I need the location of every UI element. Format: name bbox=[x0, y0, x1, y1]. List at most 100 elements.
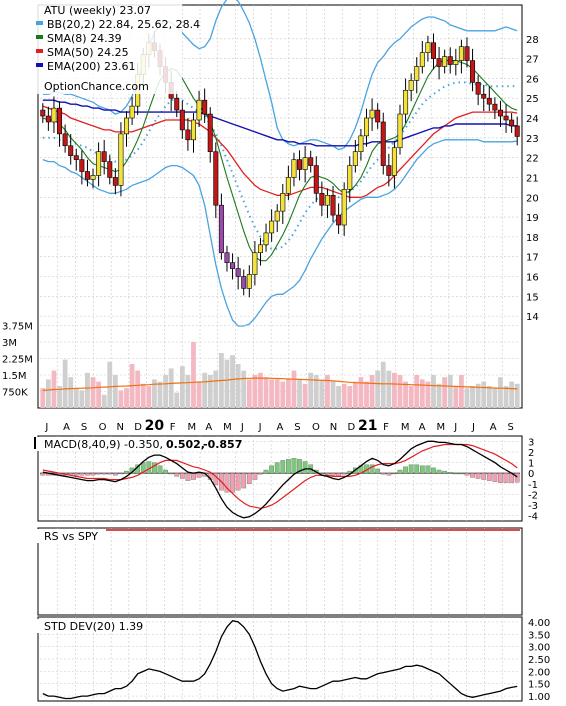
volume-bar bbox=[436, 383, 442, 408]
macd-histogram-bar bbox=[174, 473, 180, 477]
bb-mid-line bbox=[42, 81, 518, 250]
macd-histogram-bar bbox=[168, 473, 174, 475]
volume-bar bbox=[308, 372, 314, 408]
candle-body bbox=[358, 135, 364, 152]
std-y-tick-label: 3.50 bbox=[528, 630, 550, 641]
macd-histogram-bar bbox=[85, 473, 90, 476]
macd-histogram-bar bbox=[90, 473, 96, 476]
x-axis-label: J bbox=[258, 422, 262, 433]
volume-bar bbox=[213, 370, 219, 408]
volume-bar bbox=[185, 375, 191, 408]
macd-histogram-bar bbox=[397, 469, 403, 474]
candle-body bbox=[263, 232, 269, 246]
volume-bar bbox=[419, 379, 425, 408]
volume-bar bbox=[364, 381, 369, 408]
candle-body bbox=[246, 274, 252, 289]
volume-bar bbox=[163, 375, 168, 408]
candle-body bbox=[129, 105, 135, 119]
macd-histogram-bar bbox=[185, 473, 191, 481]
volume-bar bbox=[447, 375, 453, 408]
volume-bar bbox=[207, 375, 213, 408]
x-axis-label: N bbox=[116, 422, 123, 433]
rs-panel-frame bbox=[37, 527, 523, 616]
volume-bar bbox=[509, 381, 515, 408]
macd-histogram-bar bbox=[96, 473, 101, 475]
macd-histogram-bar bbox=[191, 473, 196, 480]
macd-histogram-bar bbox=[431, 467, 436, 474]
x-axis-label: A bbox=[276, 422, 283, 433]
x-axis-label: A bbox=[490, 422, 497, 433]
macd-histogram-bar bbox=[447, 471, 453, 474]
legend-entry-1: SMA(8) 24.39 bbox=[47, 32, 122, 45]
macd-histogram-bar bbox=[475, 473, 481, 479]
candle-body bbox=[470, 60, 476, 83]
volume-bar bbox=[408, 386, 414, 408]
volume-bar bbox=[280, 381, 286, 408]
x-axis-label: A bbox=[63, 422, 70, 433]
x-axis-label: A bbox=[205, 422, 212, 433]
legend-entry-3: EMA(200) 23.61 bbox=[47, 60, 136, 73]
candle-body bbox=[492, 103, 498, 111]
macd-histogram-bar bbox=[196, 473, 202, 478]
macd-histogram-bar bbox=[325, 473, 330, 475]
x-axis-label: J bbox=[471, 422, 475, 433]
volume-y-tick-label: 3.75M bbox=[2, 322, 33, 333]
candle-body bbox=[308, 157, 314, 166]
macd-histogram-bar bbox=[470, 473, 475, 478]
macd-y-tick-label: 1 bbox=[528, 459, 534, 470]
candle-body bbox=[257, 244, 263, 254]
price-y-tick-label: 23 bbox=[526, 134, 539, 145]
volume-bar bbox=[57, 386, 62, 408]
macd-y-tick-label: 0 bbox=[528, 469, 534, 480]
candle-body bbox=[336, 214, 342, 226]
volume-bar bbox=[297, 379, 302, 408]
candle-body bbox=[391, 147, 397, 176]
macd-histogram-bar bbox=[252, 473, 258, 480]
candle-body bbox=[319, 193, 325, 206]
candle-body bbox=[90, 175, 96, 180]
x-axis-label: 20 bbox=[145, 418, 165, 434]
macd-histogram-bar bbox=[179, 473, 185, 479]
x-axis-label: A bbox=[419, 422, 426, 433]
candle-body bbox=[185, 129, 191, 141]
candle-body bbox=[269, 220, 275, 234]
volume-bar bbox=[269, 379, 275, 408]
candle-body bbox=[369, 109, 375, 119]
macd-histogram-bar bbox=[498, 473, 503, 483]
price-y-tick-label: 14 bbox=[526, 312, 539, 323]
candle-body bbox=[509, 119, 515, 127]
macd-y-tick-label: 3 bbox=[528, 437, 534, 448]
x-axis-label: 21 bbox=[358, 418, 377, 434]
candle-body bbox=[497, 109, 503, 117]
candle-body bbox=[179, 109, 185, 131]
candle-body bbox=[514, 125, 520, 137]
macd-histogram-bar bbox=[302, 461, 308, 474]
legend-swatch-0 bbox=[36, 21, 43, 25]
volume-bar bbox=[475, 383, 481, 408]
macd-histogram-bar bbox=[442, 470, 448, 474]
volume-bar bbox=[73, 388, 79, 408]
candle-body bbox=[453, 60, 459, 65]
macd-histogram-bar bbox=[140, 462, 146, 474]
candle-body bbox=[202, 99, 208, 115]
candle-body bbox=[302, 157, 308, 170]
macd-histogram-bar bbox=[436, 469, 442, 474]
std-y-tick-label: 3.00 bbox=[528, 643, 550, 654]
macd-histogram-bar bbox=[386, 473, 392, 476]
volume-bar bbox=[470, 386, 475, 408]
candle-body bbox=[230, 262, 236, 269]
volume-y-tick-label: 3M bbox=[2, 338, 17, 349]
candle-body bbox=[347, 165, 353, 190]
x-axis-label: J bbox=[453, 422, 457, 433]
macd-histogram-bar bbox=[419, 465, 425, 474]
candle-body bbox=[375, 109, 381, 123]
x-axis-label: O bbox=[312, 422, 320, 433]
x-axis-label: O bbox=[99, 422, 107, 433]
volume-bar bbox=[146, 386, 152, 408]
volume-bar bbox=[107, 361, 113, 408]
bb-upper-line bbox=[42, 0, 518, 151]
macd-label-marker bbox=[34, 437, 36, 449]
volume-bar bbox=[101, 394, 107, 408]
volume-y-tick-label: 750K bbox=[2, 388, 28, 399]
candle-body bbox=[79, 159, 85, 172]
